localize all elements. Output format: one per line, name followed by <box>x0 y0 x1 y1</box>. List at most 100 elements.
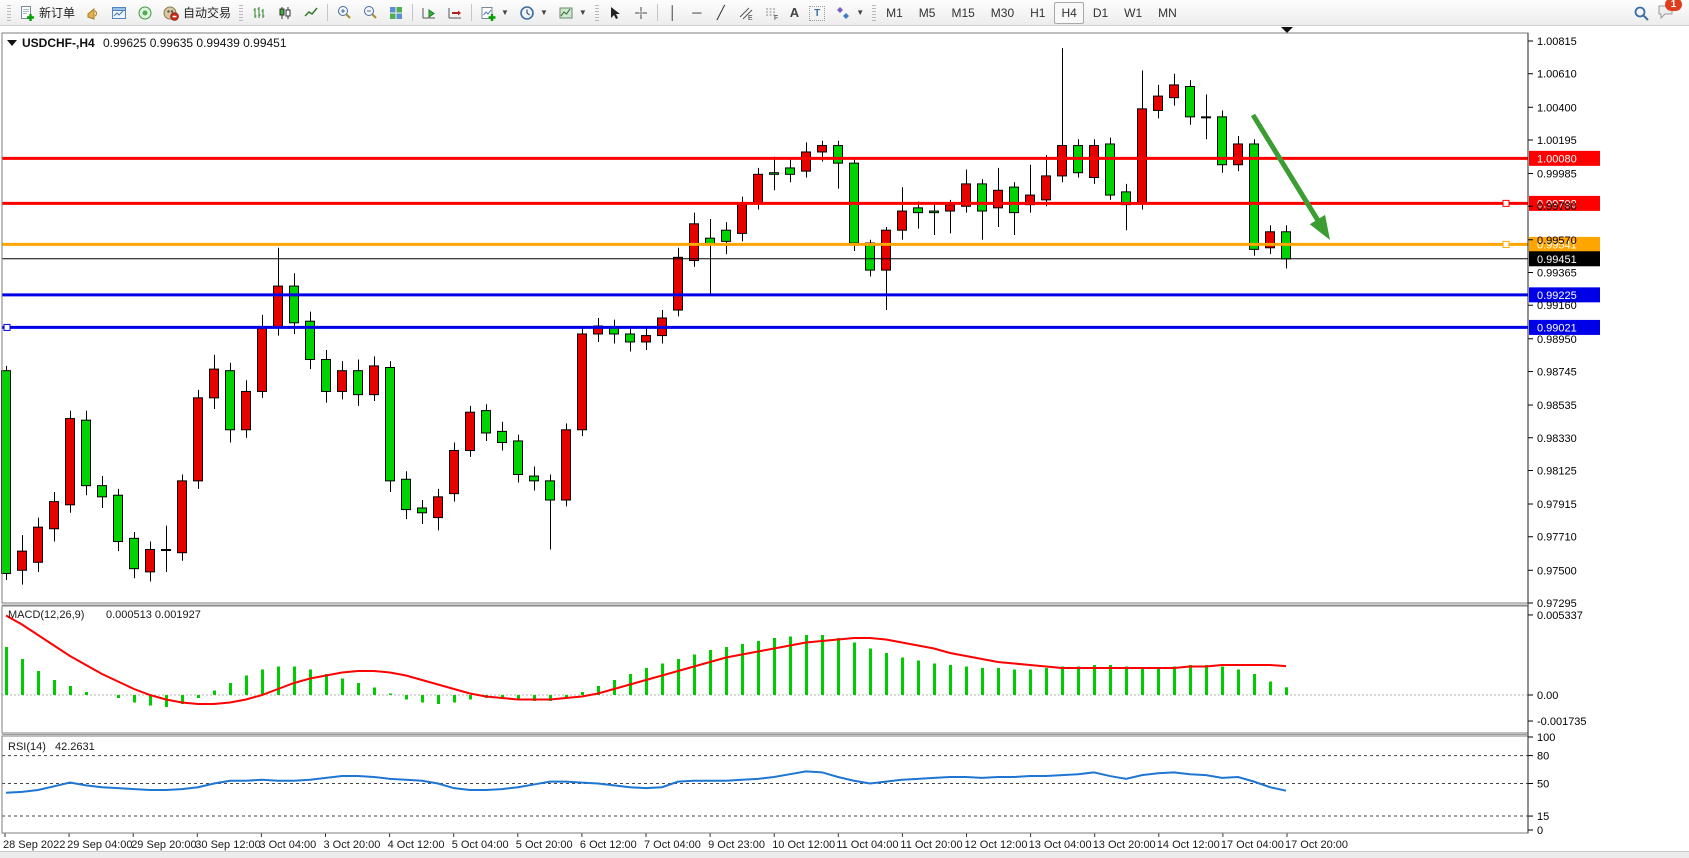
arrows-tool-button[interactable]: ▼ <box>830 2 869 24</box>
label-tool-button[interactable]: T <box>804 2 830 24</box>
candle <box>801 151 811 172</box>
horizontal-line-tool-button[interactable]: ─ <box>685 2 709 24</box>
candle <box>721 229 731 242</box>
toolbar-grip[interactable] <box>239 4 244 21</box>
candle <box>33 526 43 563</box>
svg-text:0.98535: 0.98535 <box>1537 400 1577 412</box>
timeframe-toolbar: M1 M5 M15 M30 H1 H4 D1 W1 MN <box>879 1 1184 24</box>
timeframe-button-d1[interactable]: D1 <box>1086 2 1115 24</box>
channel-tool-button[interactable]: E <box>733 2 759 24</box>
svg-text:0.99570: 0.99570 <box>1537 235 1577 247</box>
chart-window[interactable]: 1.00080 0.99798 0.99541 0.99451 0.99225 0.990… <box>0 26 1689 858</box>
line-chart-button[interactable] <box>298 2 324 24</box>
zoom-in-button[interactable] <box>331 2 357 24</box>
svg-text:0.97500: 0.97500 <box>1537 565 1577 577</box>
zoom-in-icon <box>336 5 352 21</box>
zoom-out-icon <box>362 5 378 21</box>
timeframe-button-w1[interactable]: W1 <box>1117 2 1149 24</box>
candle <box>17 550 27 571</box>
toolbar-grip[interactable] <box>7 4 11 21</box>
new-order-button[interactable]: 新订单 <box>14 2 80 24</box>
zoom-out-button[interactable] <box>357 2 383 24</box>
svg-text:80: 80 <box>1537 751 1549 763</box>
horizontal-line-icon: ─ <box>692 4 702 20</box>
toolbar-grip[interactable] <box>594 4 599 21</box>
trend-arrow[interactable] <box>1250 113 1330 240</box>
bar-chart-button[interactable] <box>246 2 272 24</box>
candle <box>737 202 747 234</box>
new-order-icon <box>19 5 35 21</box>
chart-window-button[interactable] <box>106 2 132 24</box>
timeframe-button-m1[interactable]: M1 <box>879 2 910 24</box>
symbol-collapse-triangle-icon[interactable] <box>7 40 17 46</box>
arrow-shaft[interactable] <box>1250 113 1323 226</box>
candle <box>881 229 891 271</box>
svg-text:0.99798: 0.99798 <box>1537 198 1577 210</box>
candlestick-button[interactable] <box>272 2 298 24</box>
toolbar-grip[interactable] <box>872 4 877 21</box>
auto-scroll-button[interactable] <box>416 2 442 24</box>
arrow-head-icon[interactable] <box>1309 214 1330 240</box>
tile-windows-button[interactable] <box>383 2 409 24</box>
timeframe-button-h4[interactable]: H4 <box>1054 1 1084 24</box>
candle <box>209 368 219 399</box>
autotrade-button[interactable]: 自动交易 <box>158 2 236 24</box>
candlestick-icon <box>277 5 293 21</box>
cursor-tool-button[interactable] <box>602 2 628 24</box>
templates-button[interactable]: ▼ <box>553 2 592 24</box>
timeframe-button-m5[interactable]: M5 <box>912 2 943 24</box>
price-tag <box>1529 195 1600 211</box>
candle <box>465 411 475 452</box>
timeframe-button-mn[interactable]: MN <box>1151 2 1184 24</box>
timeframe-button-h1[interactable]: H1 <box>1023 2 1052 24</box>
fibonacci-tool-button[interactable]: F <box>759 2 785 24</box>
indicators-icon <box>480 5 496 21</box>
vertical-line-tool-button[interactable]: │ <box>661 2 685 24</box>
candle <box>1105 143 1115 196</box>
candle <box>433 496 443 519</box>
trendline-tool-button[interactable]: ╱ <box>709 2 733 24</box>
candle <box>673 256 683 311</box>
search-icon[interactable] <box>1633 5 1649 21</box>
svg-text:0.005337: 0.005337 <box>1537 610 1583 622</box>
tile-windows-icon <box>388 5 404 21</box>
candle <box>833 145 843 164</box>
time-label: 29 Sep 04:00 <box>67 839 132 851</box>
candle <box>65 418 75 506</box>
candle <box>1057 145 1067 177</box>
timeframe-button-m15[interactable]: M15 <box>944 2 981 24</box>
candle <box>897 210 907 231</box>
expert-advisor-button[interactable] <box>132 2 158 24</box>
notifications-button[interactable]: 1 <box>1657 0 1682 22</box>
chevron-down-icon: ▼ <box>856 8 865 17</box>
vertical-line-icon: │ <box>668 4 677 20</box>
notification-badge: 1 <box>1665 0 1682 11</box>
trendline-icon: ╱ <box>716 4 725 20</box>
window-bottom-strip <box>0 852 1689 858</box>
candle <box>337 370 347 392</box>
periods-button[interactable]: ▼ <box>514 2 553 24</box>
time-label: 10 Oct 12:00 <box>772 839 835 851</box>
indicators-button[interactable]: ▼ <box>475 2 514 24</box>
horizontal-levels[interactable] <box>2 156 1528 331</box>
price-axis[interactable]: 1.00080 0.99798 0.99541 0.99451 0.99225 0.990… <box>1528 36 1600 837</box>
chevron-down-icon: ▼ <box>501 8 509 17</box>
candle <box>273 285 283 329</box>
time-label: 12 Oct 12:00 <box>965 839 1028 851</box>
main-toolbar: 新订单 自动交易 ▼ ▼ <box>0 0 1689 26</box>
chart-shift-button[interactable] <box>442 2 468 24</box>
candle <box>257 327 267 392</box>
candle <box>769 172 779 175</box>
macd-panel[interactable] <box>2 614 1528 708</box>
price-tag <box>1529 251 1600 267</box>
candle <box>1089 145 1099 179</box>
chart-window-icon <box>111 5 127 21</box>
timeframe-button-m30[interactable]: M30 <box>984 2 1021 24</box>
candle <box>113 494 123 543</box>
svg-text:0.99985: 0.99985 <box>1537 169 1577 181</box>
crosshair-tool-button[interactable] <box>628 2 654 24</box>
alerts-button[interactable] <box>80 2 106 24</box>
rsi-panel[interactable] <box>2 755 1528 817</box>
text-tool-button[interactable]: A <box>785 2 804 24</box>
